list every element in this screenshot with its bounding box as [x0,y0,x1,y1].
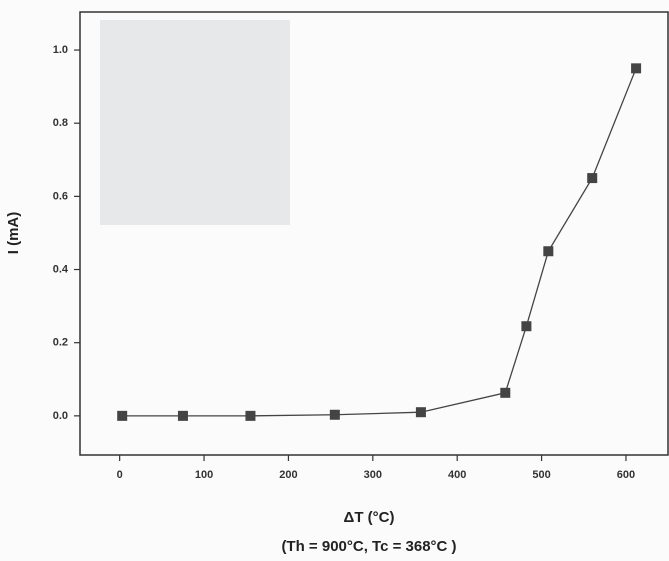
data-point [416,407,426,417]
y-tick-label: 0.8 [53,117,68,129]
y-tick-label: 1.0 [53,44,68,56]
x-tick-label: 600 [617,469,635,481]
data-point [330,410,340,420]
data-point [500,388,510,398]
x-tick-label: 400 [448,469,466,481]
y-axis-title: I (mA) [5,212,22,255]
y-tick-label: 0.0 [53,410,68,422]
x-tick-label: 500 [532,469,550,481]
data-point [178,411,188,421]
x-axis-note: (Th = 900°C, Tc = 368°C ) [281,538,456,555]
y-tick-label: 0.2 [53,337,68,349]
data-point [117,411,127,421]
page: ΔT (°C) (Th = 900°C, Tc = 368°C ) I (mA)… [0,0,669,561]
x-tick-label: 200 [279,469,297,481]
data-point [245,411,255,421]
y-tick-label: 0.4 [53,263,69,275]
data-point [543,246,553,256]
x-tick-label: 300 [364,469,382,481]
y-tick-label: 0.6 [53,190,68,202]
x-tick-label: 0 [117,469,123,481]
x-tick-label: 100 [195,469,213,481]
chart: ΔT (°C) (Th = 900°C, Tc = 368°C ) I (mA)… [0,0,669,561]
data-point [587,173,597,183]
data-point [521,321,531,331]
x-axis-title: ΔT (°C) [344,509,395,526]
data-point [631,63,641,73]
photo-placeholder [100,20,290,225]
